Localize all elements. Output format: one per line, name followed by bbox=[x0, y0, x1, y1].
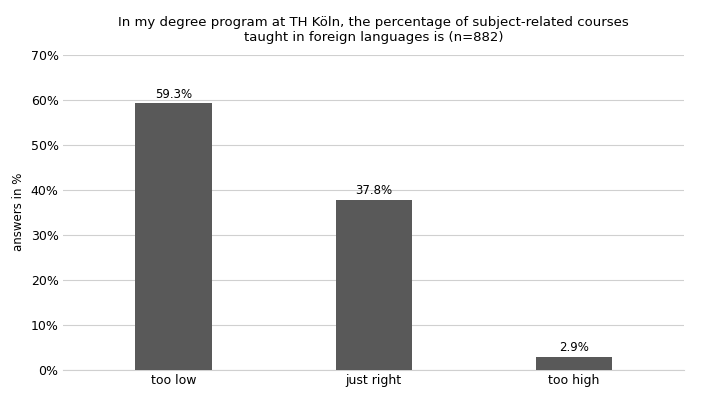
Bar bbox=[135, 103, 212, 370]
Text: 2.9%: 2.9% bbox=[559, 341, 589, 354]
Text: 59.3%: 59.3% bbox=[155, 87, 192, 100]
Text: 37.8%: 37.8% bbox=[355, 184, 392, 197]
Bar bbox=[536, 357, 612, 370]
Bar bbox=[336, 200, 412, 370]
Y-axis label: answers in %: answers in % bbox=[12, 173, 25, 251]
Title: In my degree program at TH Köln, the percentage of subject-related courses
taugh: In my degree program at TH Köln, the per… bbox=[118, 16, 629, 44]
